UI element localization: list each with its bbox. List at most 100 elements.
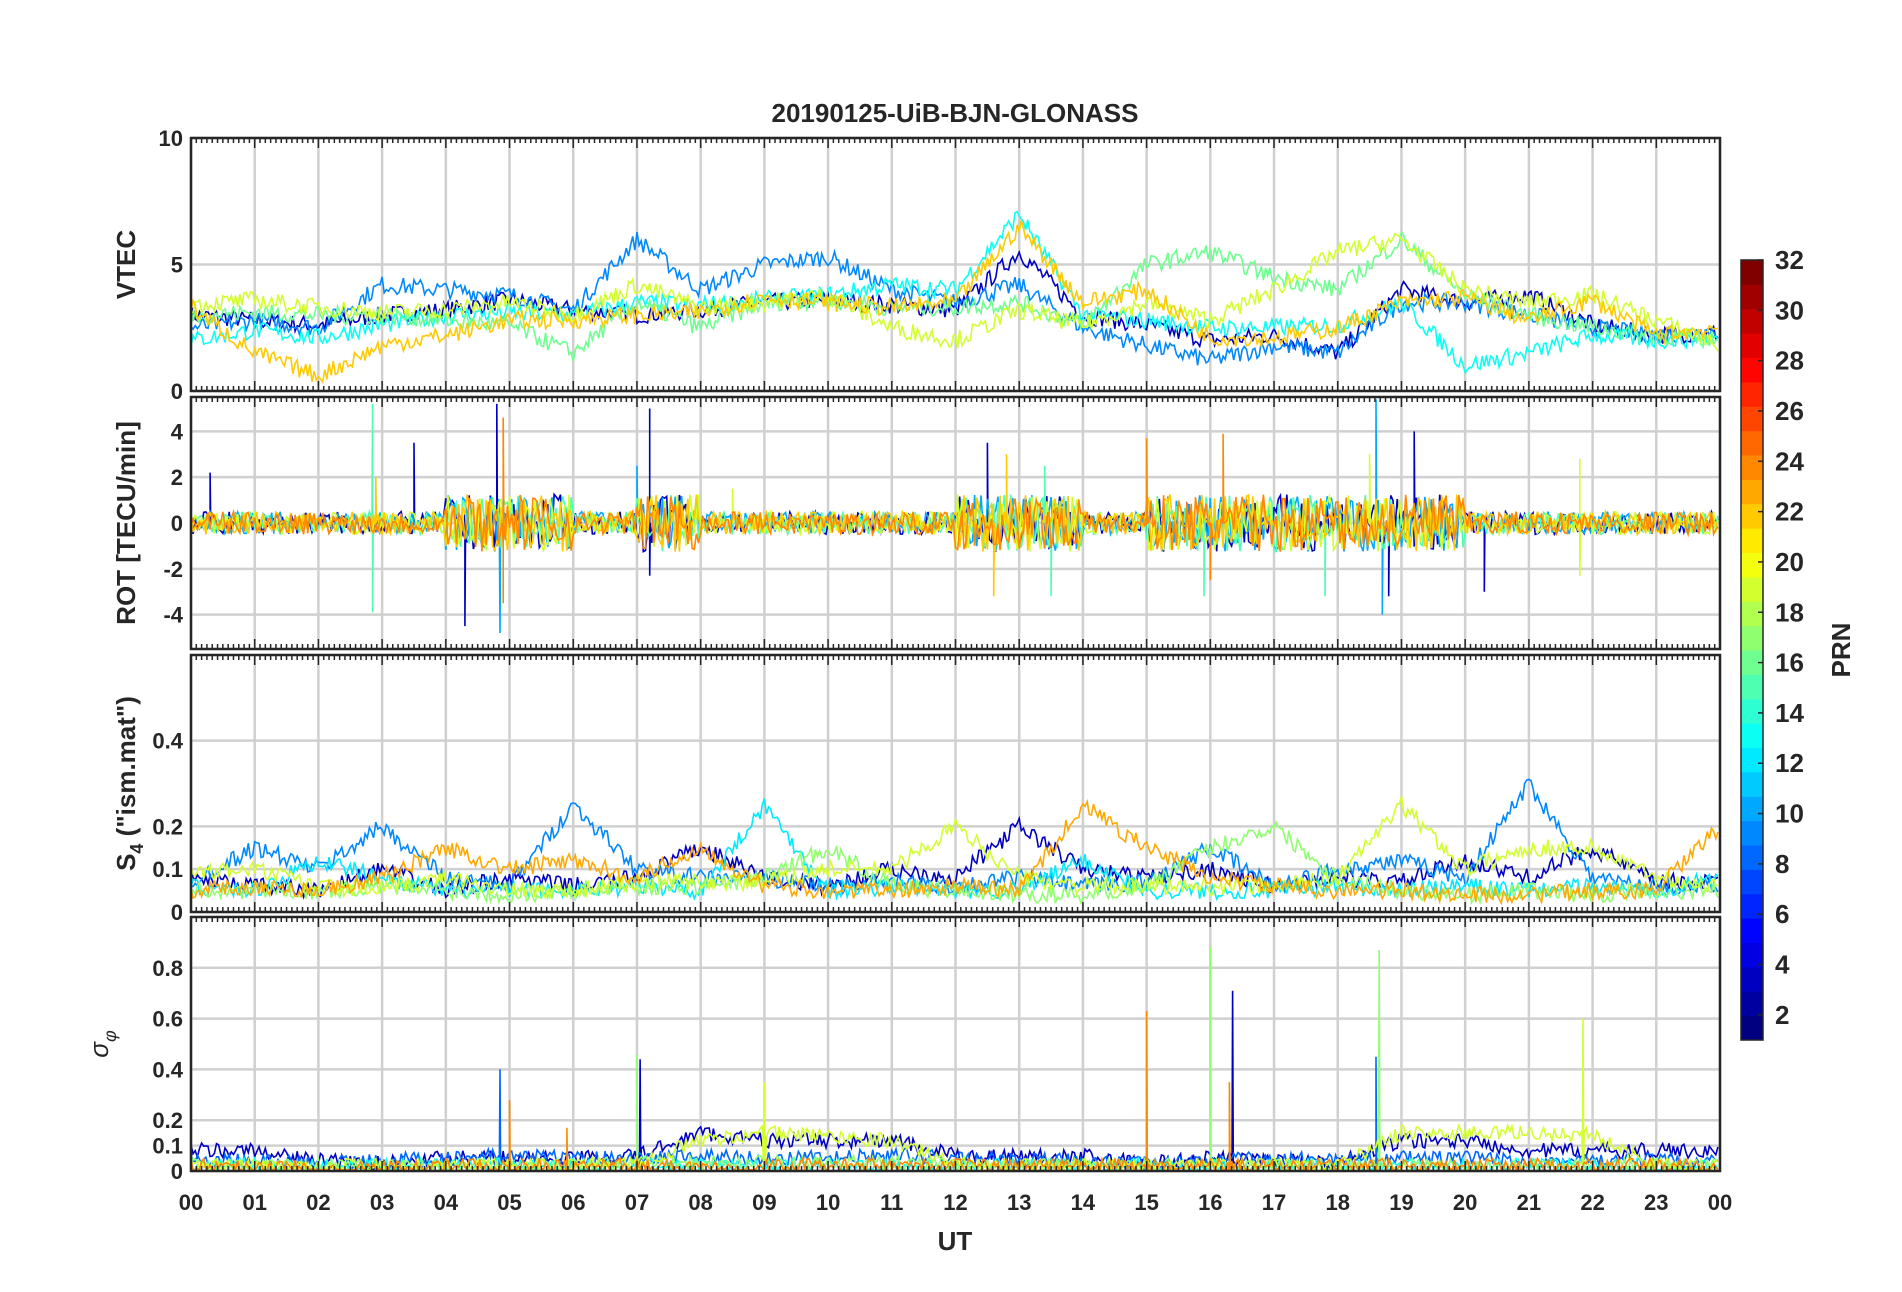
x-tick-label: 08 <box>688 1190 712 1215</box>
x-tick-label: 15 <box>1134 1190 1158 1215</box>
colorbar-segment <box>1741 357 1763 383</box>
x-tick-label: 13 <box>1007 1190 1031 1215</box>
colorbar-segment <box>1741 966 1763 992</box>
series-group <box>191 210 1719 384</box>
x-tick-label: 11 <box>880 1190 903 1215</box>
colorbar-segment <box>1741 333 1763 358</box>
x-tick-label: 09 <box>752 1190 776 1215</box>
y-tick-label: 0.6 <box>152 1007 183 1032</box>
x-tick-label: 02 <box>306 1190 330 1215</box>
colorbar-segment <box>1741 528 1763 553</box>
x-tick-label: 06 <box>561 1190 585 1215</box>
y-tick-label: 0.2 <box>152 1108 183 1133</box>
colorbar-segment <box>1741 381 1763 407</box>
colorbar-segment <box>1741 698 1763 724</box>
colorbar-segment <box>1741 747 1763 773</box>
y-tick-label: 0 <box>171 900 183 925</box>
y-axis-label: VTEC <box>111 230 141 300</box>
colorbar-segment <box>1741 552 1763 578</box>
y-axis-label: ROT [TECU/min] <box>111 421 141 625</box>
x-tick-label: 20 <box>1453 1190 1477 1215</box>
y-tick-label: 0.4 <box>152 1057 183 1082</box>
colorbar-tick-label: 20 <box>1775 547 1804 577</box>
series-line-prn-16 <box>191 230 1718 362</box>
colorbar-segment <box>1741 845 1763 870</box>
series-line-prn-17 <box>191 820 1719 906</box>
y-tick-label: -4 <box>163 603 183 628</box>
x-tick-label: 10 <box>816 1190 840 1215</box>
axes-box <box>189 915 1722 1173</box>
x-tick-label: 14 <box>1071 1190 1096 1215</box>
colorbar-segment <box>1741 1015 1763 1041</box>
colorbar-tick-label: 26 <box>1775 396 1804 426</box>
series-line-prn-8 <box>191 1056 1719 1171</box>
x-tick-label: 19 <box>1389 1190 1413 1215</box>
series-line-prn-13 <box>191 210 1719 375</box>
colorbar-tick-label: 4 <box>1775 950 1790 980</box>
y-tick-label: 4 <box>171 419 184 444</box>
series-line-prn-23 <box>191 798 1719 906</box>
x-axis-label: UT <box>938 1226 973 1256</box>
colorbar-tick-label: 10 <box>1775 799 1804 829</box>
y-tick-label: 0.4 <box>152 729 183 754</box>
x-tick-label: 16 <box>1198 1190 1222 1215</box>
y-tick-label: -2 <box>163 557 183 582</box>
x-tick-label: 21 <box>1517 1190 1541 1215</box>
x-tick-label: 12 <box>943 1190 967 1215</box>
x-tick-label: 22 <box>1580 1190 1604 1215</box>
x-tick-label: 03 <box>370 1190 394 1215</box>
colorbar-label: PRN <box>1826 623 1856 678</box>
x-tick-label: 07 <box>625 1190 649 1215</box>
colorbar-segment <box>1741 723 1763 748</box>
colorbar-segment <box>1741 796 1763 822</box>
colorbar-segment <box>1741 869 1763 895</box>
axes-box <box>189 136 1722 393</box>
chart-title: 20190125-UiB-BJN-GLONASS <box>771 98 1138 128</box>
colorbar-segment <box>1741 430 1763 456</box>
colorbar-segment <box>1741 284 1763 310</box>
colorbar-tick-label: 30 <box>1775 295 1804 325</box>
series-line-prn-22 <box>191 220 1718 384</box>
y-axis-label: σφ <box>84 1030 120 1058</box>
y-axis-label: S4 ("ism.mat") <box>111 696 147 871</box>
series-line-prn-19 <box>191 796 1719 902</box>
colorbar-segment <box>1741 918 1763 943</box>
colorbar-segment <box>1741 576 1763 602</box>
colorbar-frame <box>1740 259 1764 1041</box>
colorbar-tick-label: 6 <box>1775 899 1789 929</box>
x-tick-label: 17 <box>1262 1190 1286 1215</box>
colorbar-segment <box>1741 771 1763 797</box>
x-tick-label: 04 <box>434 1190 459 1215</box>
x-tick-label: 00 <box>179 1190 203 1215</box>
y-tick-label: 0 <box>171 1159 183 1184</box>
x-tick-label: 18 <box>1326 1190 1350 1215</box>
panel-3: 0 0.1 0.2 0.4S4 ("ism.mat") <box>111 653 1722 925</box>
series-group <box>191 778 1719 906</box>
colorbar-segment <box>1741 650 1763 675</box>
colorbar-segment <box>1741 942 1763 968</box>
axes-box <box>189 653 1722 914</box>
y-tick-label: 0.2 <box>152 814 183 839</box>
y-tick-label: 0.1 <box>152 1134 183 1159</box>
colorbar-tick-label: 22 <box>1775 497 1804 527</box>
colorbar-tick-label: 32 <box>1775 245 1804 275</box>
colorbar-segment <box>1741 406 1763 432</box>
colorbar-segment <box>1741 479 1763 505</box>
series-line-prn-19 <box>191 232 1719 352</box>
panel-2: -4 -2 0 2 4 ROT [TECU/min] <box>111 395 1722 651</box>
colorbar-tick-label: 12 <box>1775 748 1804 778</box>
panel-4: 00.10.2 0.4 0.6 0.8 σφ <box>84 915 1722 1184</box>
y-tick-label: 0 <box>171 511 183 536</box>
colorbar-tick-label: 14 <box>1775 698 1804 728</box>
colorbar-segment <box>1741 991 1763 1017</box>
series-line-prn-24 <box>191 417 1719 604</box>
colorbar-segment <box>1741 601 1763 627</box>
colorbar-tick-label: 2 <box>1775 1000 1789 1030</box>
x-tick-labels: 00 01 02 03 04 05 06 07 08 09 10 11 12 13 14 15 16 17 18 19… <box>179 1190 1732 1215</box>
axes-box <box>189 395 1722 651</box>
colorbar-segment <box>1741 820 1763 846</box>
y-tick-label: 10 <box>159 126 183 151</box>
